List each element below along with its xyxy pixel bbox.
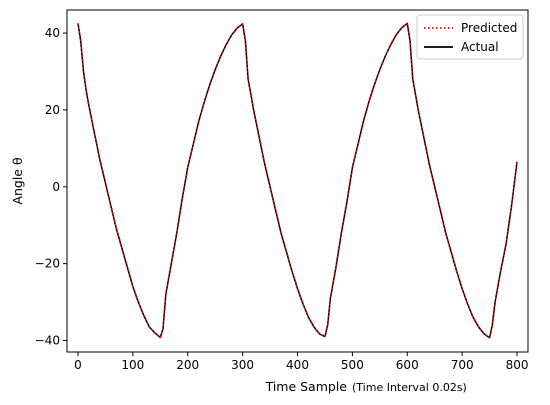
y-axis-label: Angle θ bbox=[10, 157, 25, 204]
y-axis-ticks: −40 −20 0 20 40 bbox=[35, 26, 67, 347]
x-axis-ticks: 0 100 200 300 400 500 600 700 800 bbox=[74, 352, 528, 372]
x-tick-label: 100 bbox=[121, 358, 144, 372]
legend: Predicted Actual bbox=[416, 14, 524, 60]
x-tick-label: 0 bbox=[74, 358, 82, 372]
x-tick-label: 400 bbox=[286, 358, 309, 372]
x-tick-label: 700 bbox=[451, 358, 474, 372]
x-tick-label: 600 bbox=[396, 358, 419, 372]
legend-box bbox=[416, 14, 524, 60]
x-tick-label: 500 bbox=[341, 358, 364, 372]
y-tick-label: 20 bbox=[45, 103, 60, 117]
series-line-predicted bbox=[77, 22, 518, 339]
y-tick-label: −20 bbox=[35, 257, 60, 271]
x-tick-label: 300 bbox=[231, 358, 254, 372]
y-tick-label: 40 bbox=[45, 26, 60, 40]
x-tick-label: 800 bbox=[506, 358, 529, 372]
y-tick-label: 0 bbox=[52, 180, 60, 194]
x-tick-label: 200 bbox=[176, 358, 199, 372]
x-axis-label-note: (Time Interval 0.02s) bbox=[352, 381, 467, 394]
series-layer bbox=[77, 22, 518, 339]
legend-label-predicted: Predicted bbox=[461, 21, 517, 35]
plot-area bbox=[66, 9, 529, 353]
y-tick-label: −40 bbox=[35, 333, 60, 347]
legend-label-actual: Actual bbox=[461, 40, 499, 54]
x-axis-label: Time Sample bbox=[265, 379, 348, 394]
